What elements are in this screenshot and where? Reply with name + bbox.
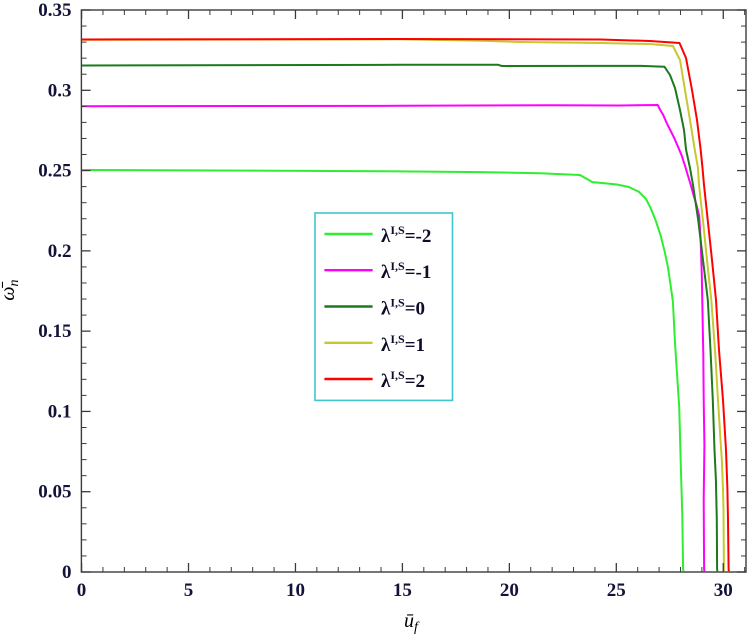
svg-text:15: 15 <box>393 580 412 601</box>
svg-text:20: 20 <box>500 580 519 601</box>
svg-text:10: 10 <box>286 580 305 601</box>
svg-text:25: 25 <box>607 580 626 601</box>
svg-text:5: 5 <box>184 580 194 601</box>
svg-text:λI,S=-1: λI,S=-1 <box>381 259 431 283</box>
svg-text:0: 0 <box>62 562 72 583</box>
svg-text:30: 30 <box>714 580 733 601</box>
svg-text:0.3: 0.3 <box>48 80 72 101</box>
svg-text:λI,S=-2: λI,S=-2 <box>381 223 431 247</box>
svg-text:0.15: 0.15 <box>38 321 71 342</box>
svg-text:0.25: 0.25 <box>38 161 71 182</box>
svg-text:0.2: 0.2 <box>48 241 72 262</box>
svg-text:0.35: 0.35 <box>38 0 71 21</box>
svg-text:0: 0 <box>77 580 87 601</box>
svg-text:0.1: 0.1 <box>48 401 72 422</box>
svg-text:0.05: 0.05 <box>38 482 71 503</box>
